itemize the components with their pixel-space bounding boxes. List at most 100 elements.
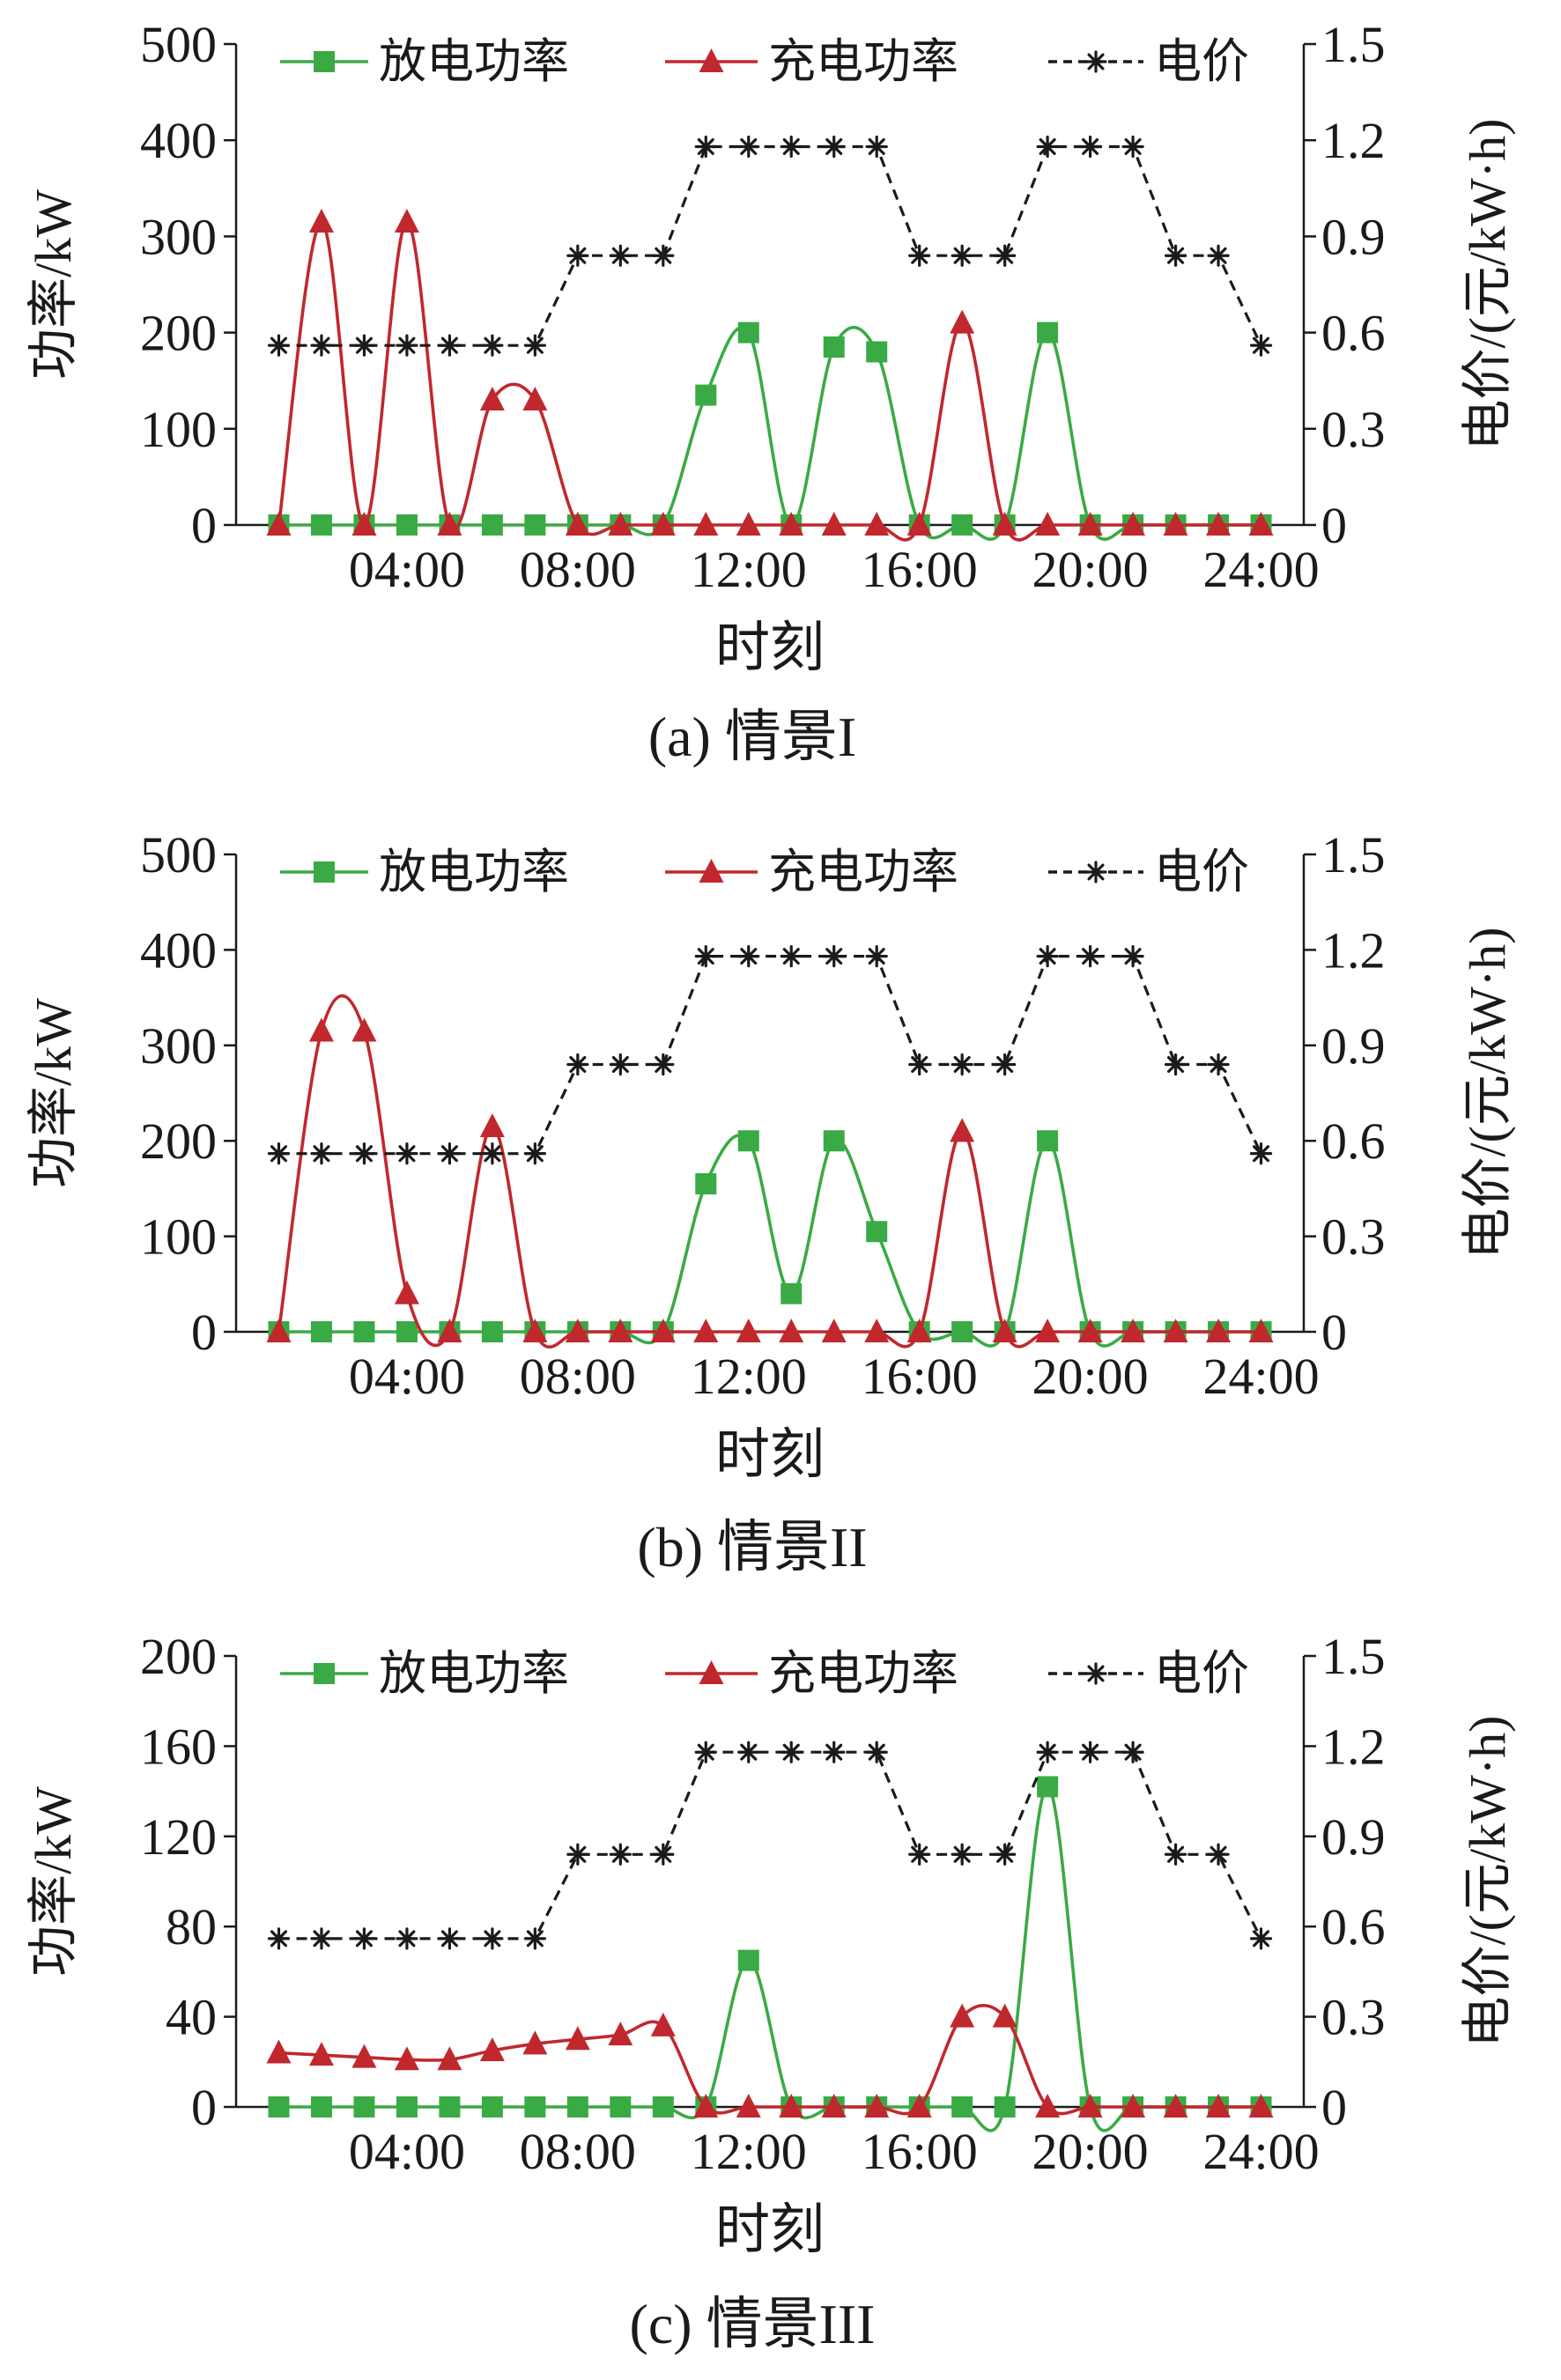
data-point — [1249, 334, 1273, 357]
data-point — [1163, 2094, 1188, 2118]
data-point — [351, 1017, 377, 1042]
data-point — [951, 244, 973, 267]
legend-item-1: 充电功率 — [665, 1645, 958, 1701]
data-point — [694, 945, 717, 968]
data-point — [951, 1053, 973, 1076]
x-tick-label: 12:00 — [691, 1348, 807, 1405]
x-tick-label: 24:00 — [1202, 541, 1319, 598]
left-tick-label: 80 — [166, 1898, 217, 1955]
data-point — [396, 1321, 418, 1342]
panel-caption: (a) 情景I — [648, 706, 856, 768]
data-point — [865, 1741, 888, 1763]
left-tick-label: 40 — [166, 1989, 217, 2046]
x-tick-label: 16:00 — [862, 541, 978, 598]
right-tick-label: 0 — [1321, 2079, 1347, 2136]
right-tick-label: 0.3 — [1321, 1208, 1386, 1266]
data-point — [1036, 135, 1059, 159]
data-point — [608, 512, 633, 536]
data-point — [437, 2046, 462, 2071]
data-point — [481, 1927, 504, 1950]
data-point — [608, 1319, 633, 1342]
data-point — [951, 1843, 973, 1866]
legend-swatch-marker — [314, 51, 335, 72]
x-tick-label: 04:00 — [349, 541, 465, 598]
legend-item-2: 电价 — [1048, 33, 1249, 89]
left-tick-label: 200 — [140, 1112, 217, 1170]
data-point — [650, 512, 676, 536]
right-tick-label: 0.6 — [1321, 1898, 1386, 1955]
legend-item-2: 电价 — [1048, 844, 1249, 899]
left-tick-label: 160 — [140, 1718, 217, 1775]
x-tick-label: 16:00 — [862, 1348, 978, 1405]
data-point — [866, 1221, 888, 1243]
data-point — [610, 2096, 632, 2118]
data-point — [908, 1053, 931, 1076]
data-point — [308, 209, 334, 233]
series-line — [278, 955, 1262, 1156]
left-tick-label: 0 — [191, 1304, 217, 1361]
data-point — [438, 1927, 462, 1950]
series-line — [278, 325, 1261, 541]
right-tick-label: 1.2 — [1321, 921, 1386, 979]
x-axis-label: 时刻 — [715, 1425, 825, 1485]
data-point — [310, 334, 333, 357]
data-point — [267, 1142, 291, 1165]
data-point — [565, 512, 590, 536]
data-point — [908, 244, 931, 267]
data-point — [951, 1321, 973, 1342]
data-point — [396, 514, 418, 536]
series-1 — [266, 994, 1274, 1349]
left-tick-label: 500 — [140, 826, 217, 883]
x-tick-label: 04:00 — [349, 2123, 465, 2180]
data-point — [353, 2096, 375, 2118]
data-point — [394, 1280, 419, 1305]
right-axis-label: 电价/(元/kW·h) — [1459, 119, 1516, 451]
chart-panel-0: 0 100 200 300 400 500 0 0.3 0.6 0.9 1.2 1.5 04:00 08:… — [25, 16, 1516, 768]
data-point — [823, 135, 846, 159]
series-1 — [266, 2003, 1274, 2118]
data-point — [1077, 2094, 1103, 2118]
data-point — [992, 2003, 1017, 2028]
chart-panel-1: 0 100 200 300 400 500 0 0.3 0.6 0.9 1.2 1.5 04:00 08:… — [25, 826, 1516, 1578]
data-point — [396, 2096, 418, 2118]
left-tick-label: 120 — [140, 1808, 217, 1866]
data-point — [1077, 1319, 1103, 1342]
data-point — [693, 1319, 719, 1342]
series-line — [278, 1750, 1262, 1940]
legend-label: 电价 — [1154, 1645, 1249, 1701]
left-axis-label: 功率/kW — [25, 189, 82, 380]
x-tick-label: 24:00 — [1202, 2123, 1319, 2180]
data-point — [351, 512, 377, 536]
data-point — [823, 945, 846, 968]
data-point — [524, 514, 546, 536]
legend: 放电功率 充电功率 电价 — [280, 844, 1249, 899]
right-tick-label: 0.9 — [1321, 1808, 1386, 1866]
series-2 — [267, 135, 1273, 357]
data-point — [1121, 2094, 1146, 2118]
panel-caption: (b) 情景II — [637, 1516, 867, 1578]
data-point — [481, 334, 504, 357]
data-point — [1035, 512, 1061, 536]
data-point — [267, 1927, 291, 1950]
data-point — [780, 135, 803, 159]
x-tick-label: 20:00 — [1032, 1348, 1149, 1405]
data-point — [737, 1949, 759, 1971]
data-point — [652, 1843, 675, 1866]
data-point — [1248, 2094, 1274, 2118]
data-point — [1077, 512, 1103, 536]
data-point — [1163, 1319, 1188, 1342]
data-point — [865, 135, 888, 159]
left-tick-label: 0 — [191, 2079, 217, 2136]
data-point — [950, 309, 975, 334]
legend-label: 充电功率 — [768, 844, 958, 899]
x-tick-label: 20:00 — [1032, 2123, 1149, 2180]
legend-swatch-marker — [1084, 50, 1107, 73]
data-point — [695, 1172, 717, 1194]
data-point — [695, 384, 717, 406]
series-2 — [267, 1741, 1273, 1950]
right-tick-label: 0 — [1321, 497, 1347, 554]
data-point — [352, 1142, 376, 1165]
data-point — [780, 1741, 803, 1763]
data-point — [864, 2094, 890, 2118]
